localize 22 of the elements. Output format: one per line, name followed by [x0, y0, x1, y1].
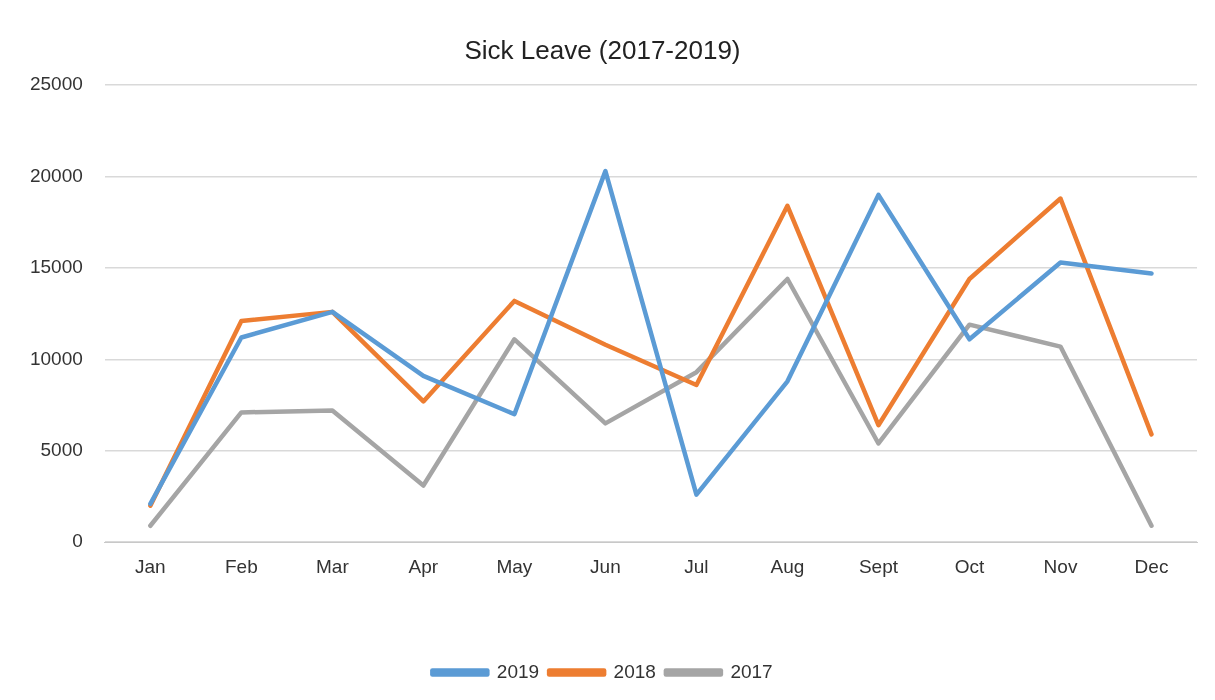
- x-tick-label: Feb: [224, 555, 258, 577]
- y-tick-label: 0: [72, 530, 83, 552]
- legend-label: 2017: [730, 660, 773, 682]
- y-tick-label: 15000: [29, 256, 83, 278]
- y-tick-label: 10000: [29, 347, 83, 369]
- x-tick-label: May: [496, 555, 533, 577]
- x-tick-label: Sept: [858, 555, 899, 577]
- x-tick-label: Oct: [954, 555, 985, 577]
- y-tick-label: 5000: [40, 439, 83, 461]
- x-tick-label: Jun: [590, 555, 621, 577]
- y-tick-label: 20000: [29, 164, 83, 186]
- legend-label: 2019: [496, 660, 540, 682]
- legend-label: 2018: [613, 660, 656, 682]
- x-tick-label: Jan: [135, 555, 166, 577]
- x-tick-label: Dec: [1134, 555, 1169, 577]
- chart-title: Sick Leave (2017-2019): [464, 34, 741, 65]
- x-tick-label: Nov: [1043, 555, 1078, 577]
- x-tick-label: Jul: [684, 555, 709, 577]
- x-tick-label: Apr: [408, 555, 439, 577]
- x-tick-label: Mar: [316, 555, 350, 577]
- y-tick-label: 25000: [29, 73, 83, 95]
- x-tick-label: Aug: [770, 555, 805, 577]
